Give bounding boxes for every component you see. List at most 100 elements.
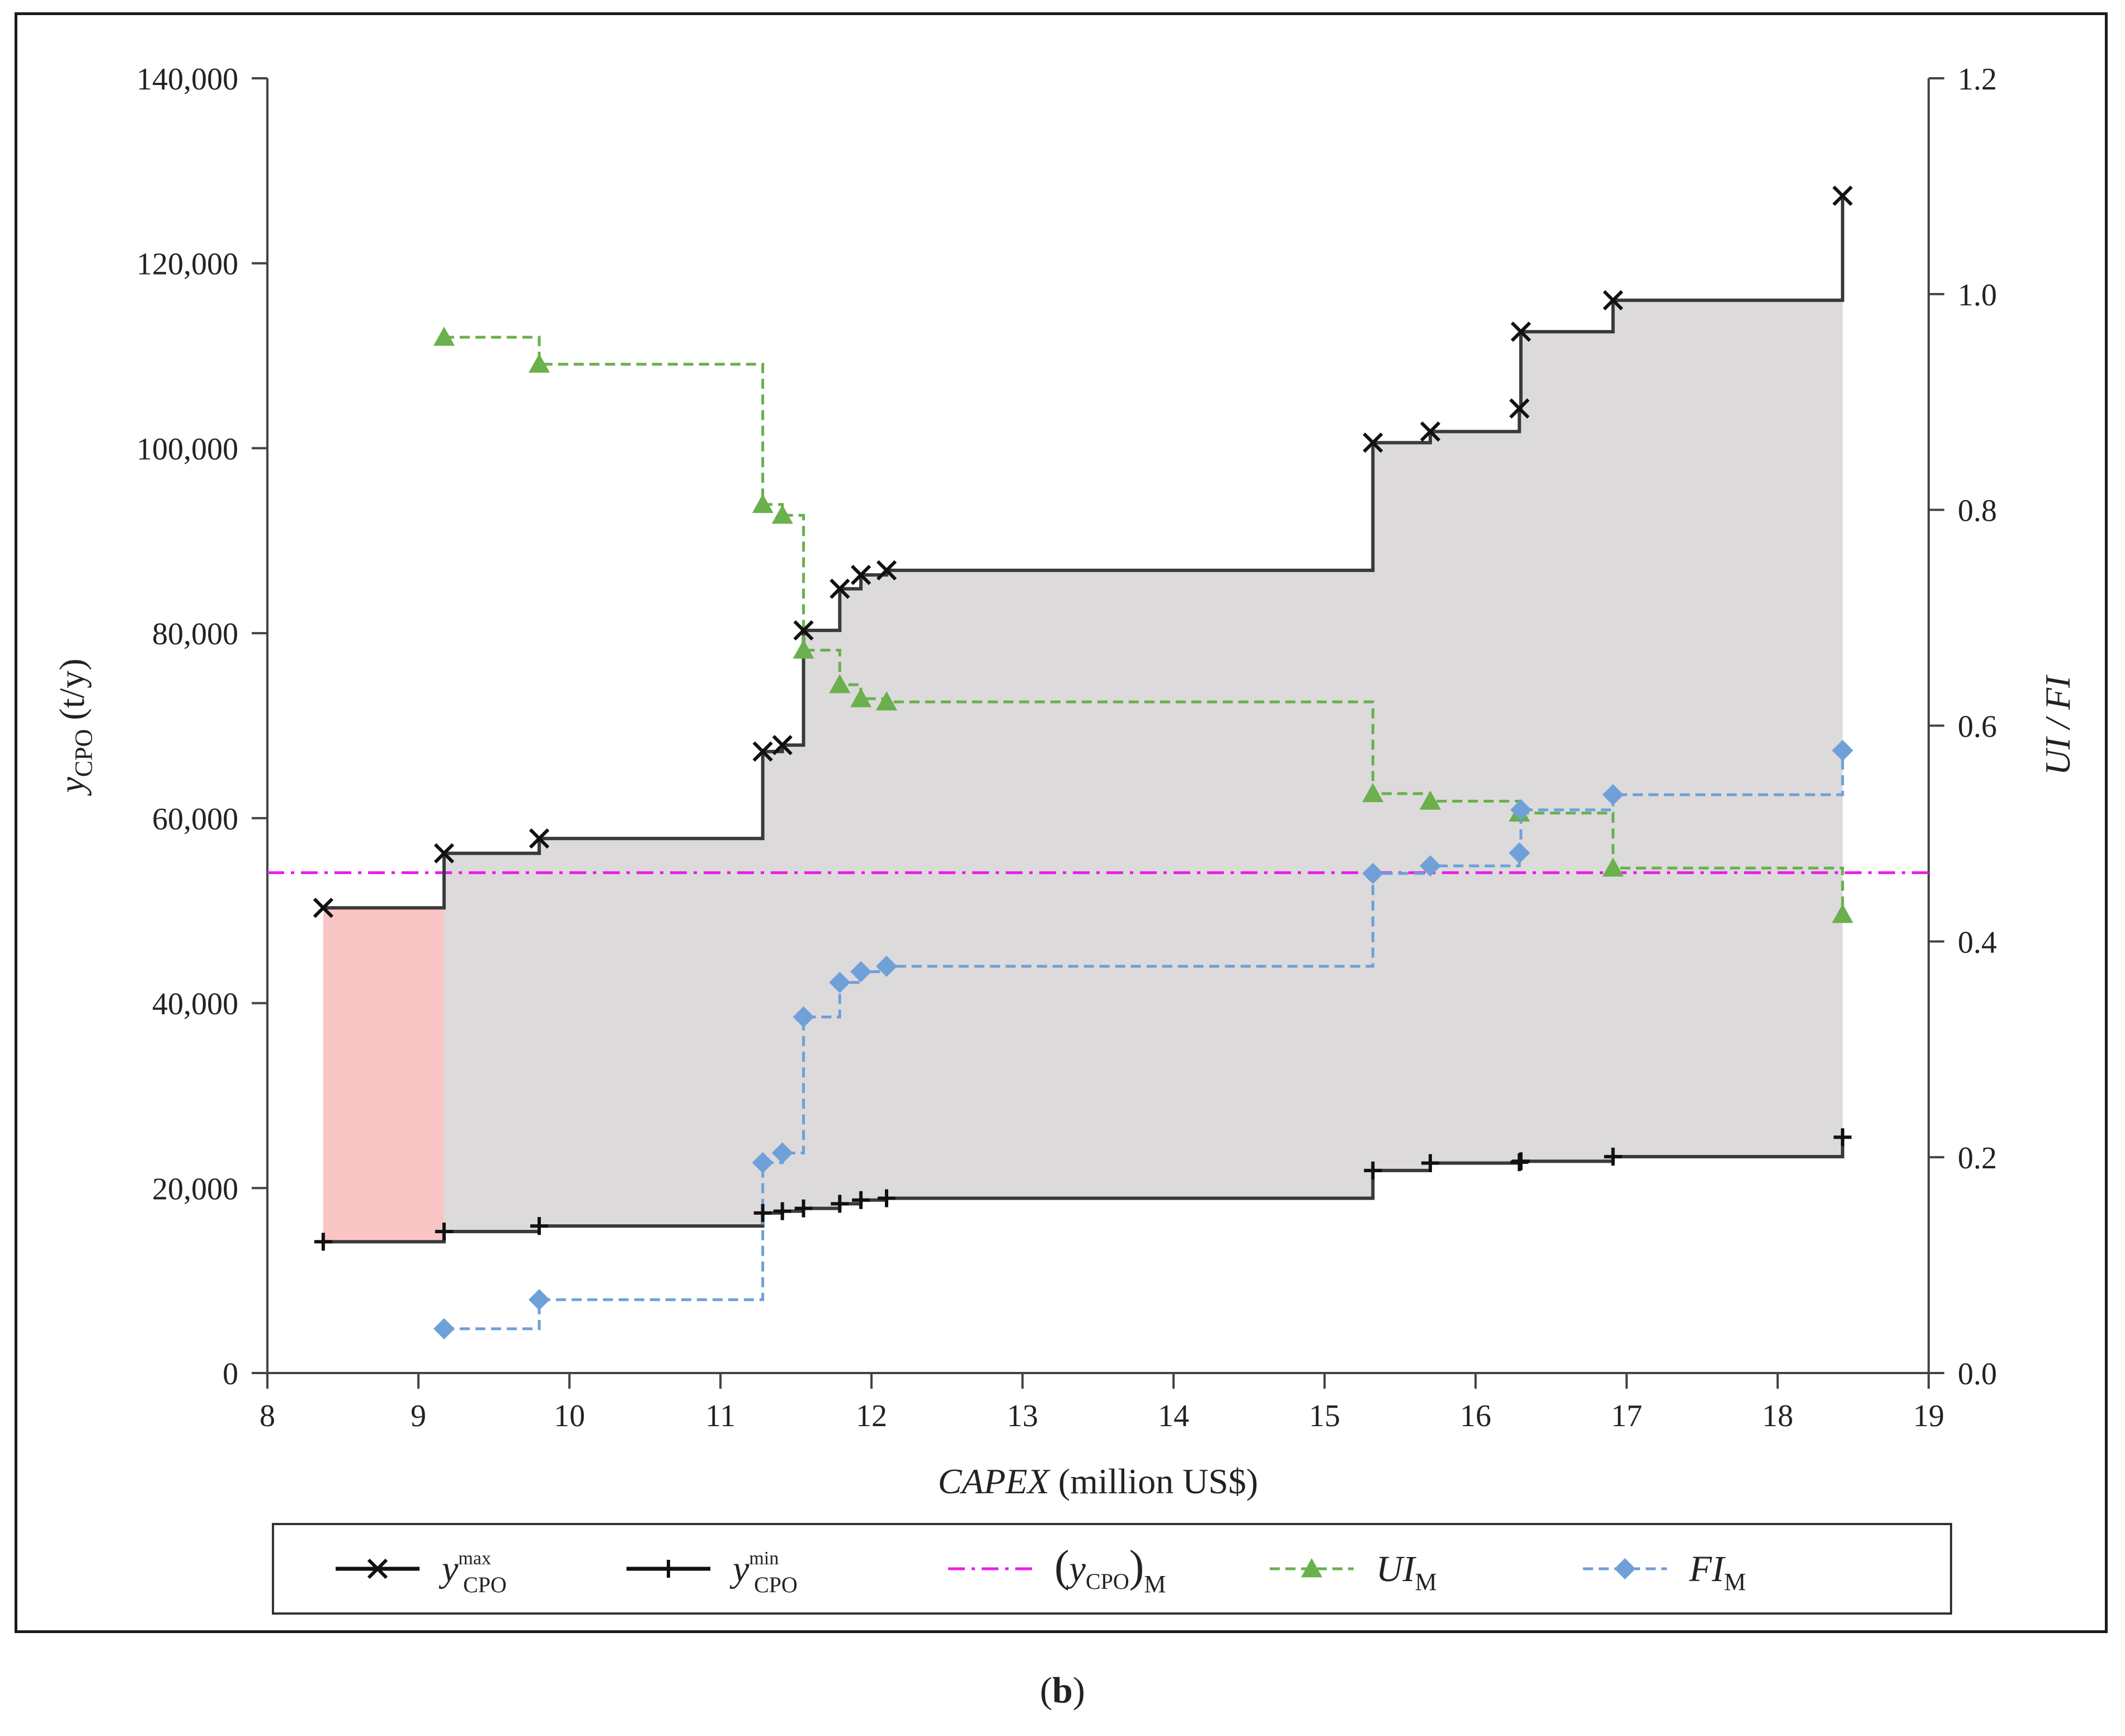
data-point-series-4 (1420, 855, 1441, 877)
data-point-series-4 (876, 955, 897, 977)
x-tick-label: 8 (260, 1399, 275, 1433)
data-point-series-1-b (793, 620, 814, 641)
data-point-series-1 (876, 560, 897, 581)
data-point-series-3 (793, 639, 814, 659)
data-point-series-2 (1364, 1161, 1382, 1180)
data-point-series-1-b (1510, 321, 1532, 342)
x-tick-label: 10 (554, 1399, 585, 1433)
data-point-series-1 (1510, 321, 1532, 342)
data-point-series-1 (1509, 398, 1530, 419)
data-point-series-3 (850, 688, 872, 707)
data-point-series-3 (529, 353, 550, 373)
axes (252, 77, 1944, 1389)
x-axis-label: CAPEX (million US$) (938, 1461, 1258, 1501)
subplot-label: b (1052, 1670, 1073, 1711)
data-point-series-1-b (1832, 185, 1853, 206)
data-point-series-1 (434, 843, 455, 864)
y-left-tick-label: 40,000 (152, 987, 238, 1022)
data-point-series-2 (530, 1217, 548, 1235)
data-point-series-3 (771, 504, 793, 524)
data-point-series-4 (793, 1006, 814, 1028)
x-tick-label: 11 (705, 1399, 736, 1433)
data-point-series-1-b (1363, 432, 1383, 453)
shaded-region-2 (444, 300, 1843, 1232)
y-axis-right-label: UI / FI (2038, 674, 2077, 775)
data-point-series-1-b (752, 741, 773, 762)
data-point-series-3 (1362, 783, 1384, 803)
data-point-series-1-b (1603, 290, 1623, 310)
legend-marker-2 (659, 1560, 677, 1578)
legend-box (272, 1523, 1952, 1615)
data-point-series-2 (1834, 1128, 1852, 1147)
data-point-series-1-b (876, 560, 897, 581)
y-left-tick-label: 100,000 (136, 432, 238, 466)
data-point-series-1 (1420, 421, 1441, 442)
y-left-tick-label: 60,000 (152, 802, 238, 837)
legend-label-1: ymax CPO (439, 1548, 507, 1597)
shaded-regions (323, 300, 1843, 1242)
data-point-series-1 (752, 741, 773, 762)
data-point-series-1-b (434, 843, 455, 864)
y-left-tick-label: 140,000 (136, 62, 238, 97)
data-point-series-3 (1420, 790, 1441, 810)
data-point-series-2 (794, 1199, 813, 1218)
data-point-series-4 (1509, 842, 1530, 864)
x-tick-label: 14 (1158, 1399, 1189, 1433)
figure-frame (15, 12, 2108, 1633)
data-point-series-3 (829, 674, 851, 694)
data-point-series-3 (752, 494, 774, 513)
data-point-series-1-b (850, 564, 871, 586)
subplot-caption: (b) (1040, 1670, 1085, 1711)
y-right-tick-label: 0.6 (1958, 710, 1997, 744)
y-right-tick-label: 0.4 (1958, 925, 1997, 960)
data-point-series-2 (314, 1233, 332, 1251)
data-point-series-2 (773, 1202, 791, 1220)
data-point-series-1 (772, 735, 793, 756)
data-point-series-3 (433, 327, 455, 346)
data-point-series-4 (850, 961, 872, 983)
data-point-series-4 (1832, 739, 1854, 761)
x-tick-label: 15 (1309, 1399, 1340, 1433)
y-right-tick-label: 1.0 (1958, 278, 1997, 313)
y-left-tick-label: 120,000 (136, 247, 238, 282)
data-point-series-4 (1510, 799, 1532, 820)
data-point-series-4 (433, 1318, 455, 1339)
axis-text: 8 9 10 11 12 13 14 15 16 17 18 19 0 20,000 40,000 60,00… (52, 62, 2077, 1501)
y-right-tick-label: 1.2 (1958, 62, 1997, 97)
data-point-series-3 (1832, 904, 1854, 923)
x-tick-label: 13 (1007, 1399, 1038, 1433)
data-point-series-2 (1421, 1154, 1439, 1172)
data-point-series-2 (878, 1189, 896, 1207)
data-point-series-4 (529, 1289, 550, 1310)
data-point-series-1 (1603, 290, 1623, 310)
y-right-tick-label: 0.0 (1958, 1357, 1997, 1391)
legend-marker-1 (367, 1558, 388, 1579)
shaded-region-1 (323, 908, 444, 1242)
data-point-series-4 (752, 1152, 774, 1173)
data-point-series-2 (753, 1204, 772, 1222)
data-point-series-4 (1362, 862, 1384, 884)
data-point-series-2 (1604, 1148, 1622, 1166)
data-point-series-1 (1832, 185, 1853, 206)
data-point-series-1-b (772, 735, 793, 756)
y-left-tick-label: 20,000 (152, 1172, 238, 1206)
data-point-series-1-b (313, 898, 334, 918)
data-point-series-1 (313, 898, 334, 918)
series-markers (313, 185, 1854, 1339)
data-point-series-1-b (1420, 421, 1441, 442)
x-tick-label: 16 (1460, 1399, 1491, 1433)
data-point-series-4 (771, 1142, 793, 1164)
data-point-series-2 (1512, 1152, 1530, 1171)
data-point-series-1 (1363, 432, 1383, 453)
y-left-tick-label: 0 (223, 1357, 238, 1391)
legend: ymax CPO ymin CPO (yCPO)M UIM FIM (272, 1523, 1952, 1615)
data-point-series-2 (435, 1223, 453, 1241)
y-right-tick-label: 0.2 (1958, 1141, 1997, 1176)
data-point-series-1 (830, 578, 850, 599)
data-point-series-3 (876, 691, 897, 711)
legend-marker-1-b (367, 1558, 388, 1579)
legend-marker-4 (1301, 1558, 1322, 1578)
legend-label-2: ymin CPO (729, 1548, 798, 1597)
data-point-series-4 (1602, 784, 1624, 805)
x-tick-label: 12 (856, 1399, 887, 1433)
